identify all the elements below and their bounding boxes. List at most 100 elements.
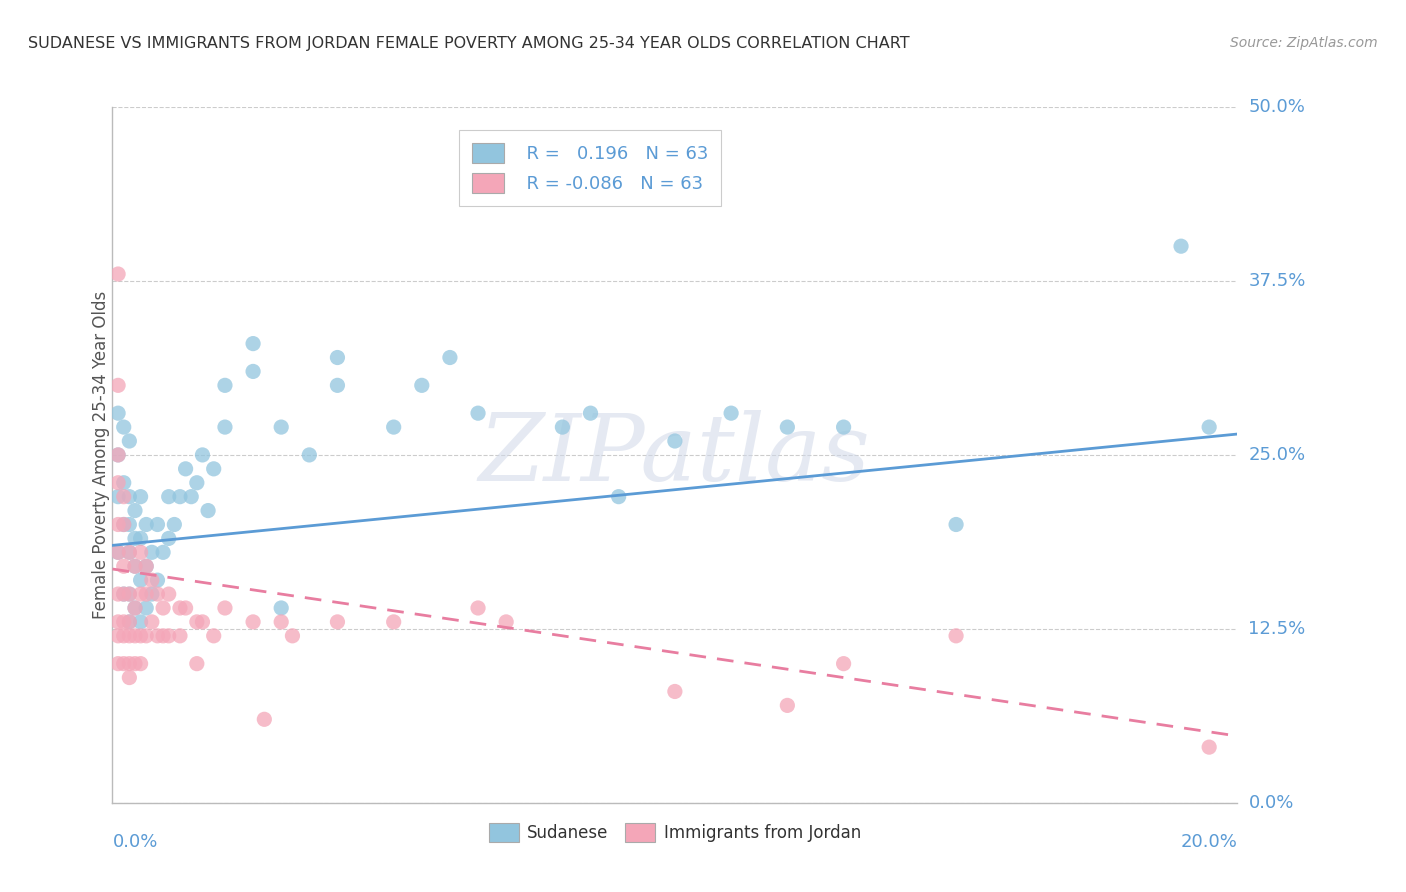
Point bbox=[152, 545, 174, 559]
Point bbox=[107, 475, 129, 490]
Point bbox=[129, 490, 152, 504]
Point bbox=[129, 545, 152, 559]
Point bbox=[169, 601, 191, 615]
Point bbox=[118, 545, 141, 559]
Text: ZIPatlas: ZIPatlas bbox=[479, 410, 870, 500]
Point bbox=[112, 587, 135, 601]
Point bbox=[124, 503, 146, 517]
Point bbox=[326, 615, 349, 629]
Point bbox=[607, 490, 630, 504]
Point bbox=[107, 490, 129, 504]
Point bbox=[298, 448, 321, 462]
Point bbox=[135, 587, 157, 601]
Point bbox=[202, 629, 225, 643]
Point bbox=[141, 615, 163, 629]
Point bbox=[157, 490, 180, 504]
Point bbox=[270, 615, 292, 629]
Text: 0.0%: 0.0% bbox=[1249, 794, 1294, 812]
Point bbox=[141, 573, 163, 587]
Point bbox=[107, 629, 129, 643]
Point bbox=[112, 615, 135, 629]
Point bbox=[129, 573, 152, 587]
Point bbox=[118, 434, 141, 448]
Point bbox=[281, 629, 304, 643]
Point bbox=[1198, 420, 1220, 434]
Point bbox=[1198, 740, 1220, 755]
Point bbox=[107, 517, 129, 532]
Point bbox=[129, 532, 152, 546]
Point bbox=[197, 503, 219, 517]
Point bbox=[118, 517, 141, 532]
Point bbox=[135, 559, 157, 574]
Point bbox=[141, 545, 163, 559]
Point bbox=[945, 629, 967, 643]
Point bbox=[135, 517, 157, 532]
Point bbox=[146, 517, 169, 532]
Point bbox=[242, 615, 264, 629]
Point bbox=[720, 406, 742, 420]
Point bbox=[124, 601, 146, 615]
Point bbox=[146, 587, 169, 601]
Point bbox=[467, 406, 489, 420]
Point bbox=[118, 615, 141, 629]
Point bbox=[118, 657, 141, 671]
Point bbox=[135, 601, 157, 615]
Point bbox=[107, 545, 129, 559]
Point bbox=[186, 475, 208, 490]
Text: 20.0%: 20.0% bbox=[1181, 833, 1237, 851]
Point bbox=[191, 448, 214, 462]
Y-axis label: Female Poverty Among 25-34 Year Olds: Female Poverty Among 25-34 Year Olds bbox=[93, 291, 110, 619]
Text: 50.0%: 50.0% bbox=[1249, 98, 1305, 116]
Point bbox=[107, 657, 129, 671]
Point bbox=[107, 406, 129, 420]
Point bbox=[776, 420, 799, 434]
Point bbox=[118, 587, 141, 601]
Point bbox=[124, 629, 146, 643]
Text: 12.5%: 12.5% bbox=[1249, 620, 1306, 638]
Point bbox=[467, 601, 489, 615]
Point bbox=[129, 629, 152, 643]
Point bbox=[191, 615, 214, 629]
Point bbox=[107, 448, 129, 462]
Point bbox=[174, 601, 197, 615]
Point bbox=[214, 601, 236, 615]
Point bbox=[118, 629, 141, 643]
Point bbox=[832, 657, 855, 671]
Point bbox=[112, 475, 135, 490]
Point bbox=[112, 559, 135, 574]
Point bbox=[180, 490, 202, 504]
Point bbox=[141, 587, 163, 601]
Point bbox=[112, 587, 135, 601]
Point bbox=[495, 615, 517, 629]
Point bbox=[129, 587, 152, 601]
Point bbox=[163, 517, 186, 532]
Point bbox=[411, 378, 433, 392]
Point bbox=[112, 517, 135, 532]
Point bbox=[326, 351, 349, 365]
Point bbox=[382, 420, 405, 434]
Point bbox=[186, 657, 208, 671]
Point bbox=[152, 601, 174, 615]
Point bbox=[242, 364, 264, 378]
Point bbox=[242, 336, 264, 351]
Point bbox=[112, 657, 135, 671]
Point bbox=[107, 267, 129, 281]
Point bbox=[157, 629, 180, 643]
Point bbox=[664, 684, 686, 698]
Point bbox=[202, 462, 225, 476]
Point bbox=[270, 420, 292, 434]
Point bbox=[107, 545, 129, 559]
Point bbox=[382, 615, 405, 629]
Point bbox=[112, 490, 135, 504]
Point bbox=[118, 671, 141, 685]
Point bbox=[124, 601, 146, 615]
Point bbox=[832, 420, 855, 434]
Text: 37.5%: 37.5% bbox=[1249, 272, 1306, 290]
Text: SUDANESE VS IMMIGRANTS FROM JORDAN FEMALE POVERTY AMONG 25-34 YEAR OLDS CORRELAT: SUDANESE VS IMMIGRANTS FROM JORDAN FEMAL… bbox=[28, 36, 910, 51]
Point bbox=[186, 615, 208, 629]
Point bbox=[174, 462, 197, 476]
Point bbox=[107, 615, 129, 629]
Point bbox=[270, 601, 292, 615]
Point bbox=[157, 532, 180, 546]
Point bbox=[124, 657, 146, 671]
